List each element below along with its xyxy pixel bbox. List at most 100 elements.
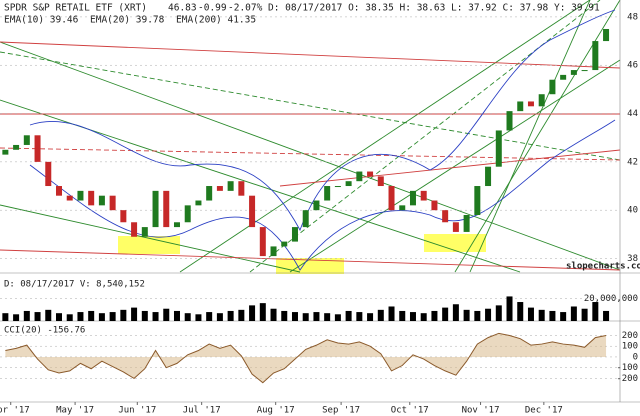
volume-bar <box>495 305 502 321</box>
volume-bar <box>570 306 577 321</box>
y-tick-label: 40 <box>627 206 638 216</box>
candle <box>495 130 502 167</box>
header-bg <box>2 2 442 26</box>
candle <box>141 227 148 237</box>
volume-bar <box>592 302 599 321</box>
volume-bar <box>131 307 138 321</box>
volume-bar <box>517 302 524 321</box>
volume-bar <box>356 312 363 321</box>
x-tick-label: Nov '17 <box>462 406 500 416</box>
volume-bar <box>13 314 20 321</box>
candle <box>603 28 610 42</box>
candle <box>88 190 95 206</box>
candle <box>377 176 384 187</box>
candle <box>163 190 170 228</box>
candle <box>420 190 427 201</box>
level-lines <box>0 41 621 271</box>
candle <box>474 186 481 216</box>
volume-bar <box>270 308 277 321</box>
x-tick-label: Oct '17 <box>391 406 429 416</box>
candle <box>506 111 513 131</box>
candle <box>109 195 116 211</box>
y-tick-label: -100 <box>616 363 638 373</box>
change-pct: -2.07% <box>228 3 263 14</box>
candle <box>517 101 524 112</box>
candle <box>452 222 459 232</box>
ema200: EMA(200) 41.35 <box>176 15 256 26</box>
volume-bar <box>141 310 148 321</box>
candle <box>98 195 105 206</box>
candle <box>538 94 545 107</box>
volume-bar <box>281 310 288 321</box>
candle <box>259 227 266 257</box>
x-tick-label: Aug '17 <box>257 406 295 416</box>
volume-bar <box>98 313 105 321</box>
volume-bar <box>77 312 84 321</box>
x-tick-label: Dec '17 <box>525 406 563 416</box>
volume-bar <box>581 308 588 321</box>
symbol: SPDR S&P RETAIL ETF (XRT) <box>4 3 147 14</box>
y-tick-label: 200 <box>622 331 638 341</box>
candle <box>238 181 245 196</box>
x-tick-label: Jul '17 <box>183 406 221 416</box>
candle <box>592 41 599 71</box>
candle <box>560 74 567 80</box>
cci-area <box>5 333 607 383</box>
ema20: EMA(20) 39.78 <box>90 15 165 26</box>
candle <box>173 222 180 228</box>
ema10: EMA(10) 39.46 <box>4 15 79 26</box>
ohlc: D: 08/17/2017 O: 38.35 H: 38.63 L: 37.92… <box>268 3 600 14</box>
candle <box>55 186 62 196</box>
y-tick-label: 42 <box>627 157 638 167</box>
volume-bar <box>120 309 127 321</box>
candle <box>13 144 20 150</box>
candle <box>206 186 213 201</box>
candle <box>66 195 73 201</box>
volume-bar <box>506 296 513 321</box>
highlight-zone <box>118 236 180 254</box>
candle <box>549 79 556 95</box>
candle <box>302 210 309 228</box>
volume-bar <box>227 310 234 321</box>
candle <box>34 135 41 162</box>
volume-bar <box>55 313 62 321</box>
volume-bar <box>527 307 534 321</box>
candle <box>313 200 320 211</box>
cci-line <box>5 332 607 384</box>
candle <box>45 161 52 187</box>
cci-title: CCI(20) -156.76 <box>4 326 85 336</box>
volume-bar <box>66 314 73 321</box>
candle <box>367 171 374 177</box>
candle <box>388 186 395 211</box>
volume-bar <box>399 310 406 321</box>
volume-bar <box>291 312 298 321</box>
candle <box>399 205 406 211</box>
volume-bar <box>442 307 449 321</box>
x-tick-label: Jun '17 <box>118 406 156 416</box>
volume-bar <box>34 312 41 321</box>
candle <box>152 190 159 228</box>
candle <box>270 246 277 257</box>
candle <box>131 222 138 237</box>
candle <box>431 200 438 211</box>
candle <box>345 181 352 187</box>
volume-bar <box>184 313 191 321</box>
candle <box>249 195 256 228</box>
candle <box>463 215 470 232</box>
volume-bar <box>334 314 341 321</box>
candle <box>442 210 449 223</box>
band-lines <box>29 9 616 271</box>
change: -0.99 <box>198 3 227 14</box>
volume-bar <box>603 310 610 321</box>
volume-bar <box>549 310 556 321</box>
candle <box>23 135 30 145</box>
volume-bar <box>463 309 470 321</box>
volume-bar <box>259 303 266 321</box>
volume-bar <box>88 310 95 321</box>
volume-bar <box>109 312 116 321</box>
volume-bar <box>388 306 395 321</box>
volume-bar <box>249 305 256 321</box>
volume-bar <box>45 309 52 321</box>
candle <box>356 171 363 182</box>
